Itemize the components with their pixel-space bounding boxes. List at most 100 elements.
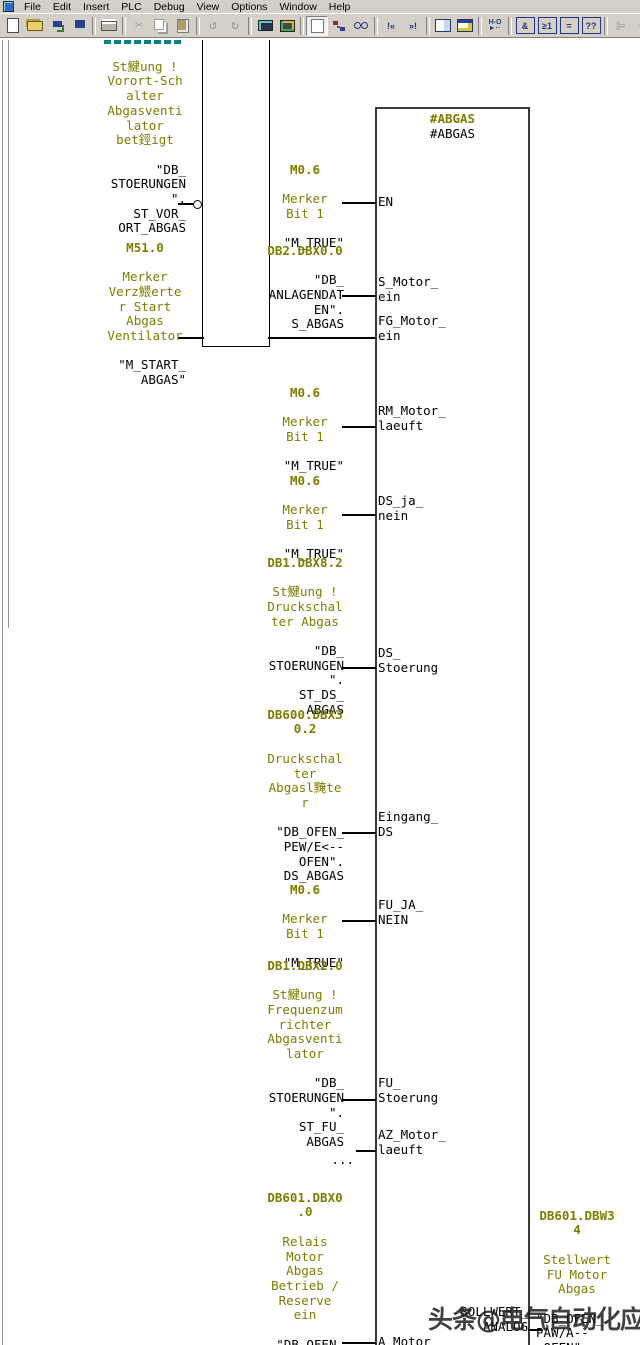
wire-ds-ja — [342, 514, 376, 516]
operand-block-st-fu-abgas[interactable]: DB1.DBX2.0 St鰎ung ! Frequenzum richter A… — [266, 944, 344, 1165]
new-icon[interactable] — [2, 16, 24, 36]
wire-fu-stoerung — [342, 1099, 376, 1101]
assign-box-icon[interactable]: = — [558, 16, 580, 36]
symbol-comment: St鰎ung ! Frequenzum richter Abgasventi l… — [267, 987, 343, 1061]
app-icon[interactable] — [3, 1, 14, 12]
block-pin-en: EN — [378, 194, 394, 209]
block-pin-a-motor: A_Motor — [378, 1334, 431, 1345]
download-icon[interactable] — [276, 16, 298, 36]
operand-block-m-true-2[interactable]: M0.6 Merker Bit 1 "M_TRUE" — [266, 371, 344, 489]
operand-block-m-true-4[interactable]: M0.6 Merker Bit 1 "M_TRUE" — [266, 868, 344, 986]
operand-block-st-ds-abgas[interactable]: DB1.DBX8.2 St鰎ung ! Druckschal ter Abgas… — [266, 541, 344, 732]
save-as-icon[interactable] — [46, 16, 68, 36]
redo-icon[interactable]: ↻ — [231, 18, 239, 33]
absolute-address: M0.6 — [289, 881, 321, 897]
and-gate-box[interactable] — [202, 40, 270, 347]
operand-text: "DB_ ANLAGENDAT EN". S_ABGAS — [268, 272, 344, 332]
absolute-address: M0.6 — [289, 384, 321, 400]
operand-block-ellipsis[interactable]: ... — [310, 1138, 354, 1182]
prev-error-icon[interactable]: !« — [386, 20, 395, 31]
menu-view[interactable]: View — [196, 0, 220, 13]
detail-view-icon[interactable] — [454, 16, 476, 36]
copy-icon[interactable] — [150, 16, 172, 36]
next-error-icon[interactable]: »! — [408, 20, 417, 31]
operand-block-ds-abgas[interactable]: DB600.DBX3 0.2 Druckschal ter Abgasl黤te … — [266, 693, 344, 899]
operand-text: ... — [331, 1151, 354, 1167]
menu-insert[interactable]: Insert — [83, 0, 110, 13]
symbol-comment: Druckschal ter Abgasl黤te r — [267, 750, 343, 810]
toolbar-separator — [248, 16, 252, 35]
operand-text: "DB_OFEN_ PEW/E<-- OFEN". DS_ABGAS — [276, 824, 344, 884]
toolbar-separator — [426, 16, 430, 35]
symbol-comment: St鰎ung ! Druckschal ter Abgas — [267, 584, 343, 629]
block-pin-ds-stoerung: DS_ Stoerung — [378, 645, 439, 675]
operand-text: "DB_OFEN_ PAW/A-- >OFEN". REL_M — [276, 1336, 344, 1345]
or-box-icon[interactable]: ≥1 — [536, 16, 558, 36]
plc-function-block-abgas[interactable]: #ABGAS #ABGAS — [375, 107, 530, 1345]
print-icon[interactable] — [98, 16, 120, 36]
undo-icon[interactable]: ↺ — [209, 18, 217, 33]
menu-edit[interactable]: Edit — [52, 0, 72, 13]
operand-block-st-vor-ort-abgas[interactable]: St鰎ung ! Vorort-Sch alter Abgasventi lat… — [104, 45, 186, 251]
absolute-address: DB601.DBW3 4 — [539, 1207, 615, 1238]
operand-block-m-true-1[interactable]: M0.6 Merker Bit 1 "M_TRUE" — [266, 148, 344, 266]
absolute-address: DB600.DBX3 0.2 — [267, 706, 343, 737]
operand-text: "M_TRUE" — [283, 546, 344, 562]
wire-eingang-ds — [342, 832, 376, 834]
truncated-comment-line — [104, 40, 184, 44]
operand-block-m-true-3[interactable]: M0.6 Merker Bit 1 "M_TRUE" — [266, 459, 344, 577]
paste-icon[interactable] — [172, 16, 194, 36]
menu-file[interactable]: File — [24, 0, 41, 13]
absolute-address: M51.0 — [126, 239, 164, 255]
operand-block-rel-motor[interactable]: DB601.DBX0 .0 Relais Motor Abgas Betrieb… — [266, 1176, 344, 1345]
block-header: #ABGAS #ABGAS — [377, 111, 528, 141]
absolute-address: DB2.DBX0.0 — [267, 242, 343, 258]
wire-m-start — [178, 337, 204, 339]
wire-fu-ja — [342, 920, 376, 922]
ladder-contact-icon: ⊫ — [615, 18, 627, 33]
accessible-nodes-icon[interactable] — [254, 16, 276, 36]
toolbar-separator — [122, 16, 126, 35]
menu-plc[interactable]: PLC — [121, 0, 142, 13]
block-pin-s-motor-ein: S_Motor_ ein — [378, 274, 439, 304]
operand-text: "M_TRUE" — [283, 235, 344, 251]
operand-block-s-abgas[interactable]: DB2.DBX0.0 "DB_ ANLAGENDAT EN". S_ABGAS — [266, 229, 344, 347]
split-window-icon[interactable] — [432, 16, 454, 36]
operand-text: "DB_ STOERUNGEN ". ST_FU_ ABGAS — [268, 1075, 344, 1150]
wire-ds-stoerung — [342, 667, 376, 669]
toolbar-separator — [300, 16, 304, 35]
toolbar-separator — [478, 16, 482, 35]
absolute-address: DB601.DBX0 .0 — [267, 1189, 343, 1220]
bit-logic-icon[interactable]: H-O ►·· — [488, 18, 502, 32]
save-icon[interactable] — [68, 16, 90, 36]
menu-debug[interactable]: Debug — [153, 0, 185, 13]
symbol-comment: Relais Motor Abgas Betrieb / Reserve ein — [271, 1233, 339, 1323]
wire-s-motor — [342, 295, 376, 297]
symbol-info-icon[interactable] — [306, 15, 328, 36]
wire-az-motor — [356, 1150, 376, 1152]
network-connections-icon[interactable] — [328, 16, 350, 36]
symbol-comment: Merker Bit 1 — [282, 502, 328, 532]
wire-rm-motor — [342, 426, 376, 428]
monitor-glasses-icon[interactable] — [350, 16, 372, 36]
absolute-address: M0.6 — [289, 472, 321, 488]
operand-text: "M_TRUE" — [283, 458, 344, 474]
toolbar-separator — [92, 16, 96, 35]
editor-left-border — [2, 40, 3, 1345]
toolbar-separator — [604, 16, 608, 35]
block-pin-eingang-ds: Eingang_ DS — [378, 809, 439, 839]
operand-block-m-start-abgas[interactable]: M51.0 Merker Verz鰃erte r Start Abgas Ven… — [104, 226, 186, 402]
symbol-comment: Merker Bit 1 — [282, 191, 328, 221]
menu-window[interactable]: Window — [279, 0, 317, 13]
wire-en — [342, 202, 376, 204]
empty-box-icon[interactable]: ?? — [580, 16, 602, 36]
menu-options[interactable]: Options — [231, 0, 268, 13]
cut-icon[interactable]: ✂ — [135, 18, 143, 33]
operand-block-stw-fu-abgas[interactable]: DB601.DBW3 4 Stellwert FU Motor Abgas "D… — [536, 1194, 618, 1345]
and-box-icon[interactable]: & — [514, 16, 536, 36]
negation-circle — [193, 200, 202, 209]
operand-text: "M_TRUE" — [283, 955, 344, 971]
open-icon[interactable] — [24, 16, 46, 36]
menu-help[interactable]: Help — [328, 0, 351, 13]
